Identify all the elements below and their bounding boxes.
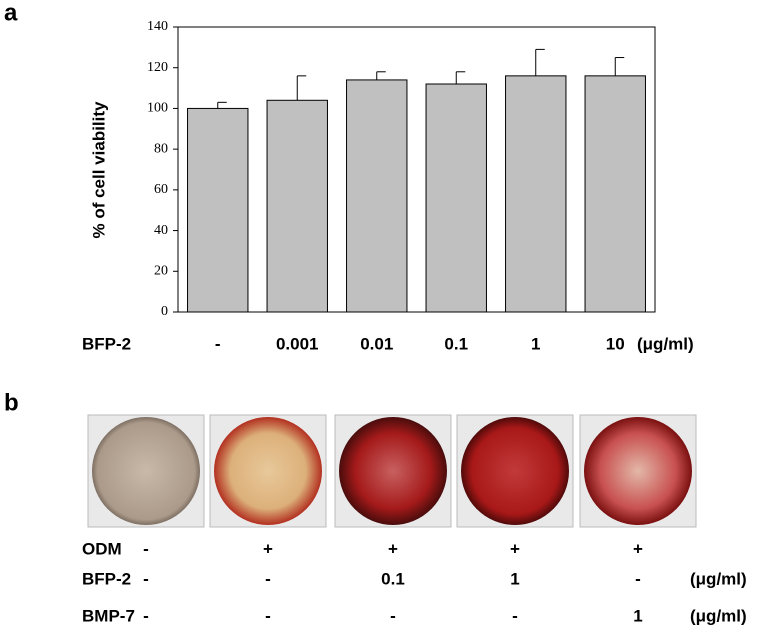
x-tick-label: -	[215, 334, 221, 353]
panel-label: a	[4, 0, 18, 26]
cell: +	[263, 539, 273, 558]
plot-frame	[177, 26, 656, 313]
cell: +	[633, 539, 643, 558]
y-tick-label: 20	[154, 264, 168, 279]
x-tick-label: 0.001	[276, 334, 319, 353]
y-tick-label: 40	[154, 223, 168, 238]
bar	[505, 75, 567, 313]
x-unit: (μg/ml)	[637, 334, 694, 353]
cell: +	[388, 539, 398, 558]
row-label: ODM	[82, 539, 122, 558]
row-unit: (μg/ml)	[690, 569, 747, 588]
cell: -	[265, 569, 271, 588]
y-tick-label: 100	[147, 101, 168, 116]
cell: -	[143, 539, 149, 558]
panel-label: b	[4, 389, 19, 416]
cell: -	[265, 606, 271, 625]
well	[339, 417, 447, 525]
x-tick-label: 0.1	[444, 334, 468, 353]
well	[584, 417, 692, 525]
well	[92, 417, 200, 525]
cell: -	[143, 606, 149, 625]
y-axis-label: % of cell viability	[89, 101, 108, 239]
cell: 1	[510, 569, 519, 588]
cell: +	[510, 539, 520, 558]
bar	[425, 83, 487, 313]
cell: -	[512, 606, 518, 625]
x-row-label: BFP-2	[82, 334, 131, 353]
y-tick-label: 0	[161, 304, 168, 319]
well	[214, 417, 322, 525]
bar	[346, 79, 408, 313]
y-tick-label: 120	[147, 60, 168, 75]
row-label: BMP-7	[82, 606, 135, 625]
cell: -	[143, 569, 149, 588]
y-tick-label: 140	[147, 19, 168, 34]
row-unit: (μg/ml)	[690, 606, 747, 625]
bar	[187, 107, 249, 313]
y-tick-label: 80	[154, 141, 168, 156]
y-tick-label: 60	[154, 182, 168, 197]
well	[461, 417, 569, 525]
row-label: BFP-2	[82, 569, 131, 588]
cell: 0.1	[381, 569, 405, 588]
bar	[584, 75, 646, 313]
x-tick-label: 0.01	[360, 334, 393, 353]
cell: -	[635, 569, 641, 588]
cell: 1	[633, 606, 642, 625]
wells	[87, 414, 697, 528]
x-tick-label: 1	[531, 334, 540, 353]
cell: -	[390, 606, 396, 625]
bar	[266, 99, 328, 313]
x-tick-label: 10	[606, 334, 625, 353]
